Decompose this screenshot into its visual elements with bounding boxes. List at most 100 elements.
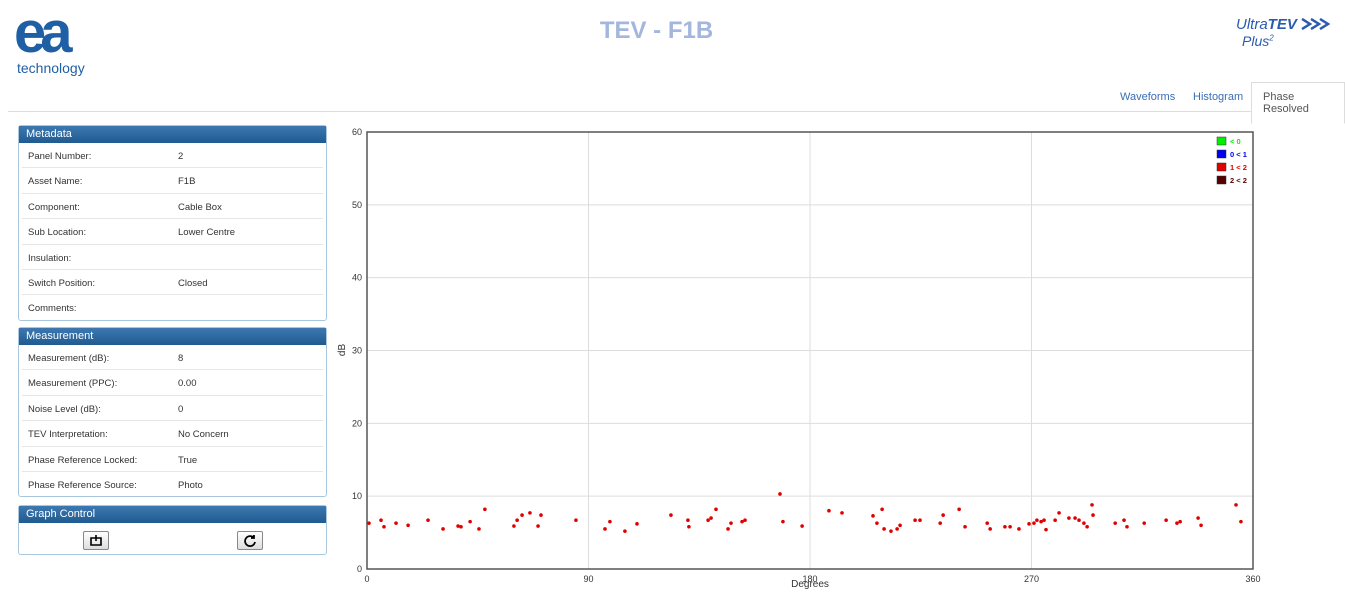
- row-value: 0.00: [178, 378, 197, 390]
- chart: Degrees dB 0 10 20 30 40 50 60 0 90 180 270 360 < 0 0…: [337, 127, 1261, 590]
- data-point: [988, 527, 992, 531]
- brand-chevrons: [1301, 17, 1331, 31]
- data-point: [379, 518, 383, 523]
- data-point: [882, 527, 886, 531]
- data-point: [895, 527, 899, 531]
- y-tick-label: 10: [352, 491, 362, 501]
- data-point: [608, 519, 612, 524]
- data-point: [963, 524, 967, 529]
- data-point: [1090, 503, 1094, 507]
- data-point: [880, 507, 884, 512]
- legend-swatch: [1216, 136, 1227, 146]
- data-point: [714, 507, 718, 512]
- data-point: [686, 518, 690, 523]
- data-point: [706, 518, 710, 523]
- brand: UltraTEV: [1236, 16, 1337, 33]
- data-point: [426, 518, 430, 523]
- data-point: [536, 524, 540, 528]
- row-value: Cable Box: [178, 201, 222, 213]
- legend-swatch: [1216, 175, 1227, 185]
- legend-label: < 0: [1230, 137, 1241, 146]
- tab-line: [8, 111, 1338, 112]
- data-point: [515, 518, 519, 523]
- legend-label: 0 < 1: [1230, 150, 1247, 159]
- data-point: [1042, 518, 1046, 523]
- data-point: [740, 519, 744, 524]
- data-point: [477, 527, 481, 531]
- data-point: [459, 524, 463, 529]
- refresh-button[interactable]: [237, 531, 263, 550]
- data-point: [1199, 523, 1203, 528]
- logo-subtitle: technology: [17, 60, 85, 76]
- data-point: [1044, 527, 1048, 532]
- data-point: [1085, 524, 1089, 529]
- data-point: [1039, 519, 1043, 524]
- data-point: [1239, 519, 1243, 524]
- x-tick-label: 270: [1024, 574, 1039, 584]
- tab[interactable]: Histogram: [1193, 91, 1244, 103]
- row-value: Closed: [178, 277, 208, 289]
- panel-row: Phase Reference Source: Photo: [22, 472, 323, 496]
- panel-row: Comments:: [22, 295, 323, 319]
- data-point: [778, 492, 782, 496]
- y-tick-label: 30: [352, 346, 362, 356]
- y-tick-label: 40: [352, 273, 362, 283]
- panel-header: Metadata: [19, 126, 326, 143]
- data-point: [574, 518, 578, 523]
- data-point: [623, 529, 627, 533]
- brand-sup: 2: [1269, 33, 1274, 43]
- panel-row: Component: Cable Box: [22, 194, 323, 220]
- row-value: 0: [178, 403, 184, 415]
- data-point: [1175, 521, 1179, 525]
- y-tick-label: 20: [352, 418, 362, 428]
- panel-row: Insulation:: [22, 245, 323, 270]
- data-point: [1017, 527, 1021, 531]
- data-point: [483, 507, 487, 512]
- export-icon: [90, 535, 102, 546]
- row-label: Measurement (dB):: [28, 353, 110, 364]
- data-point: [1196, 516, 1200, 520]
- export-button[interactable]: [83, 531, 109, 550]
- x-tick-label: 360: [1245, 574, 1260, 584]
- data-point: [957, 507, 961, 512]
- logo: ea: [14, 0, 72, 65]
- data-point: [1234, 503, 1238, 507]
- data-point: [1032, 521, 1036, 525]
- data-point: [635, 522, 639, 526]
- panel-row: Measurement (PPC): 0.00: [22, 370, 323, 396]
- tab[interactable]: Phase Resolved: [1251, 82, 1345, 124]
- y-tick-label: 50: [352, 200, 362, 210]
- data-point: [985, 521, 989, 525]
- legend-swatch: [1216, 162, 1227, 172]
- data-point: [367, 521, 371, 525]
- panel-row: Panel Number: 2: [22, 143, 323, 169]
- y-tick-label: 0: [357, 564, 362, 574]
- row-label: Measurement (PPC):: [28, 378, 118, 390]
- data-point: [913, 518, 917, 523]
- row-label: Phase Reference Locked:: [28, 454, 138, 466]
- brand-sub-text: Plus: [1242, 33, 1270, 49]
- data-point: [1003, 524, 1007, 529]
- row-label: Component:: [28, 201, 80, 213]
- data-point: [938, 521, 942, 525]
- row-label: Comments:: [28, 303, 77, 315]
- data-point: [729, 521, 733, 525]
- data-point: [1035, 518, 1039, 523]
- x-tick-label: 0: [364, 574, 369, 584]
- brand-bold: TEV: [1267, 16, 1297, 33]
- row-label: Sub Location:: [28, 227, 87, 239]
- data-point: [1178, 519, 1182, 524]
- data-point: [1082, 521, 1086, 525]
- data-point: [1027, 522, 1031, 526]
- data-point: [1164, 518, 1168, 523]
- data-point: [441, 527, 445, 531]
- row-label: Phase Reference Source:: [28, 479, 137, 491]
- data-point: [382, 524, 386, 529]
- row-label: Switch Position:: [28, 277, 96, 289]
- data-point: [840, 511, 844, 515]
- tab[interactable]: Waveforms: [1120, 91, 1176, 103]
- row-value: 2: [178, 151, 184, 162]
- row-value: Photo: [178, 479, 203, 491]
- legend-label: 1 < 2: [1230, 163, 1247, 172]
